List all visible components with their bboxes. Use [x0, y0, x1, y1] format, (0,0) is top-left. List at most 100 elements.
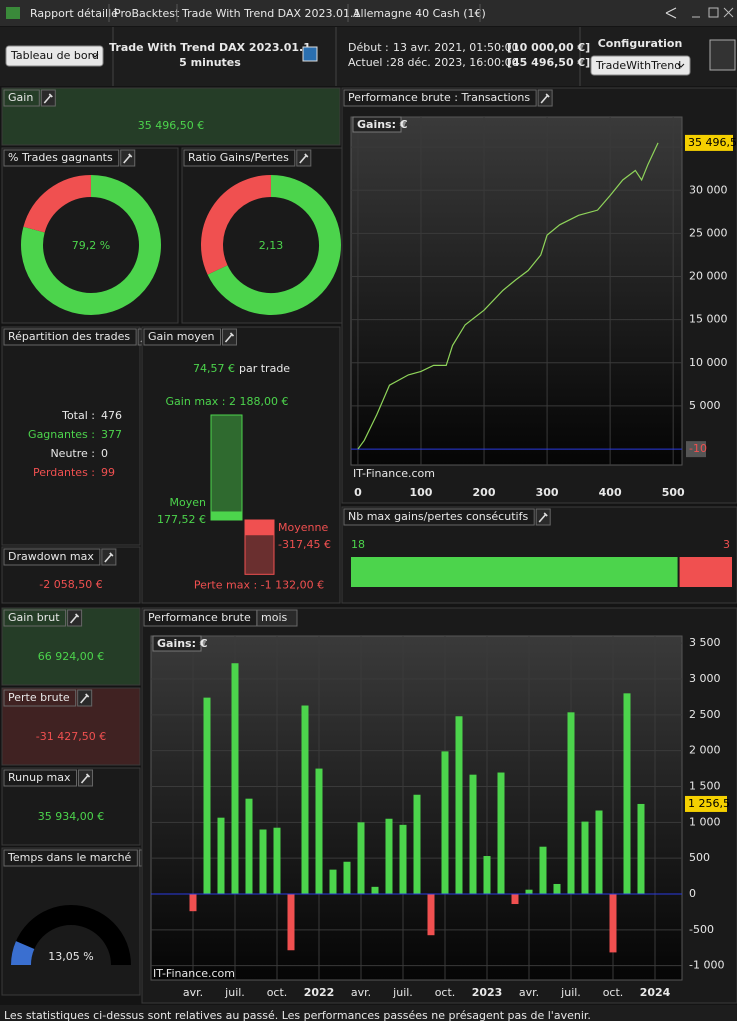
bar: [553, 883, 561, 894]
x-tick-label: avr.: [351, 986, 371, 999]
y-tick-label: 3 000: [689, 672, 721, 685]
gains-label: Gains: €: [157, 637, 207, 650]
wrench-icon: [43, 93, 53, 104]
bar: [595, 810, 603, 894]
view-select-text: Tableau de bord: [10, 49, 99, 62]
view-select[interactable]: [5, 45, 104, 67]
donut-label: 79,2 %: [72, 239, 110, 252]
x-tick-label: 200: [473, 486, 496, 499]
bar: [315, 768, 323, 894]
row-value: 0: [101, 447, 108, 460]
config-icon[interactable]: [709, 39, 736, 71]
y-tick-label: 500: [689, 851, 710, 864]
panel-title-box: [3, 548, 101, 566]
panel: [1, 326, 141, 546]
panel-title: Gain: [8, 91, 33, 104]
row-label: Perdantes :: [33, 466, 95, 479]
config-select[interactable]: [590, 55, 691, 76]
share-icon[interactable]: [665, 7, 677, 19]
wrench-icon: [538, 512, 548, 523]
panel-title: Temps dans le marché: [7, 851, 132, 864]
panel-title: Runup max: [8, 771, 71, 784]
gains-label: Gains: €: [357, 118, 407, 131]
panel-title-box: [3, 849, 138, 867]
bar: [343, 861, 351, 894]
wrench-icon: [80, 773, 91, 784]
panel-title-box: [3, 769, 78, 787]
tab[interactable]: ProBacktest: [114, 7, 180, 20]
footer: [0, 1005, 737, 1021]
y-tick-label: 15 000: [689, 313, 728, 326]
y-tick-label: -1 000: [689, 959, 724, 972]
bar: [357, 822, 365, 894]
period-select[interactable]: [256, 609, 298, 627]
start-label: Début :: [348, 41, 389, 54]
wrench-icon: [104, 552, 114, 563]
win-streak-bar: [351, 557, 678, 587]
bar: [567, 712, 575, 894]
current-date: 28 déc. 2023, 16:00:00: [390, 56, 519, 69]
gauge-track: [11, 905, 131, 966]
row-label: Neutre :: [50, 447, 95, 460]
bar: [287, 894, 295, 951]
select-arrow: [91, 53, 99, 58]
bar: [371, 886, 379, 894]
gauge-label: 13,05 %: [48, 950, 93, 963]
panel: [1, 87, 341, 146]
bar: [511, 894, 519, 905]
avg-loss-bar: [245, 520, 274, 536]
wrench-icon: [80, 693, 90, 704]
timeframe: 5 minutes: [179, 56, 241, 69]
bar: [259, 829, 267, 894]
current-box: [685, 134, 733, 151]
panel-title: Répartition des trades: [8, 330, 130, 343]
gain-value: 35 496,50 €: [138, 119, 204, 132]
max-loss-label: Perte max : -1 132,00 €: [194, 578, 324, 591]
panel-title: Performance brute: [148, 611, 251, 624]
edit-icon[interactable]: [302, 46, 318, 62]
gauge-fill: [11, 941, 35, 966]
equity-line: [357, 142, 659, 450]
bar: [539, 846, 547, 894]
wrench-icon: [224, 332, 235, 343]
panel-title-box: [183, 149, 296, 167]
tab[interactable]: Trade With Trend DAX 2023.01.1: [181, 7, 361, 20]
max-gain-label: Gain max : 2 188,00 €: [166, 395, 289, 408]
tab[interactable]: Rapport détaillé: [30, 7, 118, 20]
plot-area: [350, 116, 683, 466]
panel-title: Ratio Gains/Pertes: [188, 151, 289, 164]
panel: [1, 767, 141, 846]
wrench-icon: [69, 613, 80, 624]
donut-loss: [201, 175, 272, 275]
max-gain-bar: [210, 414, 243, 521]
panel-title: Drawdown max: [8, 550, 94, 563]
avg-value: 74,57 €: [193, 362, 235, 375]
y-tick-label: 5 000: [689, 399, 721, 412]
start-date: 13 avr. 2021, 01:50:00: [393, 41, 519, 54]
bar: [217, 817, 225, 894]
select-arrow: [677, 63, 685, 68]
x-tick-label: 500: [662, 486, 685, 499]
bar: [455, 716, 463, 894]
panel-title-box: [343, 89, 537, 107]
tab[interactable]: Allemagne 40 Cash (1€): [353, 7, 486, 20]
bar: [385, 818, 393, 894]
x-tick-label: oct.: [435, 986, 456, 999]
donut-win: [21, 175, 161, 315]
row-value: 377: [101, 428, 122, 441]
donut-win: [207, 175, 341, 315]
current-capital: [45 496,50 €]: [507, 56, 590, 69]
disclaimer: Les statistiques ci-dessus sont relative…: [4, 1009, 591, 1021]
panel-title-box: [3, 149, 120, 167]
loss-streak-label: 3: [723, 538, 730, 551]
avg-gain-name: Moyen: [170, 496, 206, 509]
panel-title: Perte brute: [8, 691, 70, 704]
gross-gain-value: 66 924,00 €: [38, 650, 104, 663]
panel-title-box: [3, 609, 67, 627]
config-select-text: TradeWithTrend: [595, 59, 681, 72]
x-tick-label: juil.: [560, 986, 581, 999]
window-controls[interactable]: [692, 7, 734, 18]
donut-loss: [23, 175, 92, 233]
bar: [245, 798, 253, 894]
